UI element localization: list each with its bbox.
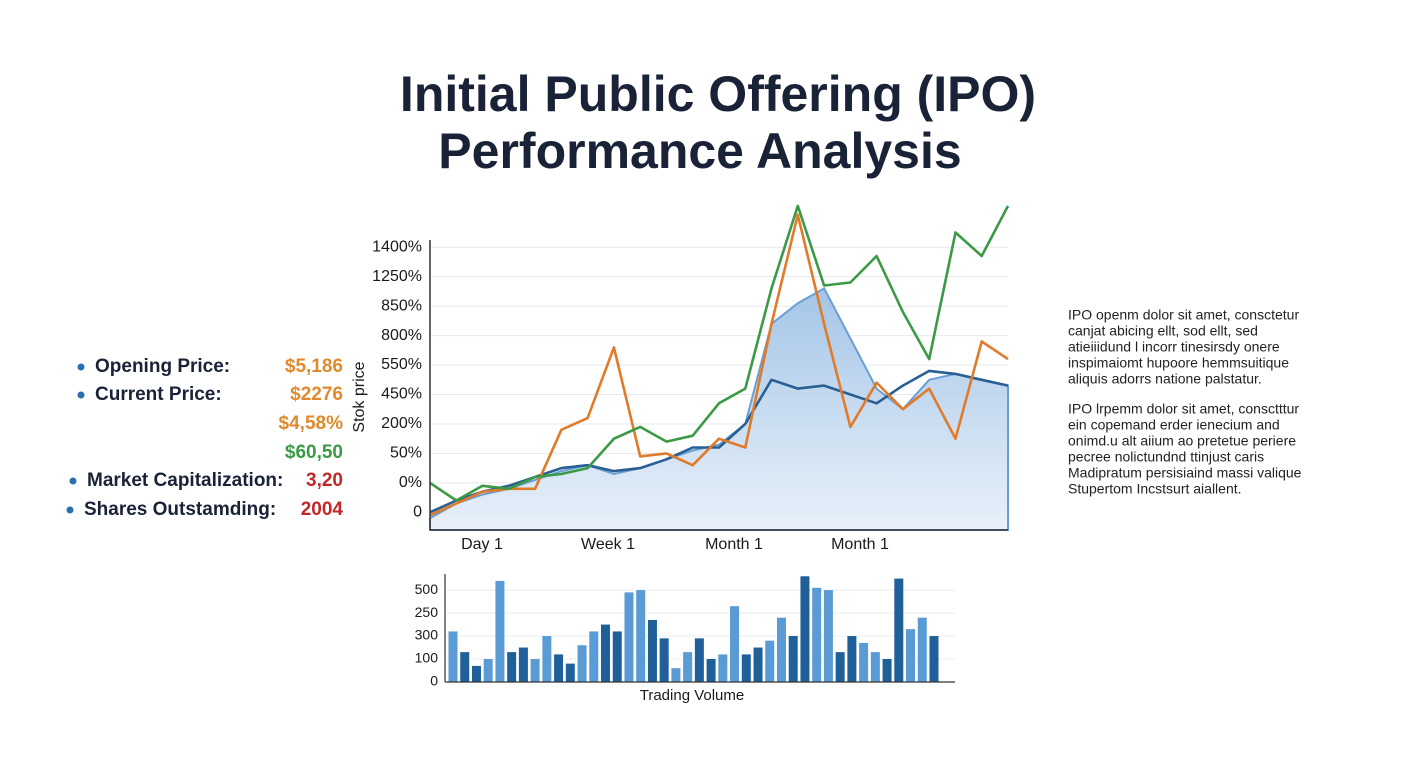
- x-axis-label: Week 1: [581, 536, 635, 553]
- note-line: IPO openm dolor sit amet, consctetur: [1068, 307, 1299, 323]
- bar: [894, 578, 904, 682]
- x-axis-label: Month 1: [705, 536, 763, 553]
- bar: [495, 580, 505, 682]
- bar: [753, 647, 763, 682]
- bar: [870, 652, 880, 682]
- stat-label: Current Price:: [95, 384, 222, 405]
- stat-label: Shares Outstamding:: [84, 499, 276, 520]
- bar: [917, 617, 927, 682]
- area: [429, 287, 1009, 531]
- bar: [636, 590, 646, 682]
- note-line: pecree nolictundnd ttinjust caris: [1068, 449, 1264, 465]
- stat-label: Market Capitalization:: [87, 470, 283, 491]
- bullet: [69, 477, 77, 485]
- y-category-label: 0: [413, 504, 422, 521]
- bar: [718, 654, 728, 682]
- y-category-label: 1400%: [372, 238, 422, 255]
- bar: [565, 663, 575, 682]
- y-category-label: 1250%: [372, 268, 422, 285]
- note-line: aliquis adorrs natione palstatur.: [1068, 371, 1262, 387]
- bar: [647, 619, 657, 682]
- stat-value: $60,50: [285, 442, 343, 463]
- bar: [601, 624, 611, 682]
- y-category-label: 0: [430, 673, 438, 689]
- stat-value: $4,58%: [279, 413, 344, 434]
- bar: [483, 659, 493, 682]
- stat-value: $2276: [290, 384, 343, 405]
- bar: [554, 654, 564, 682]
- note-line: Madipratum persisiaind massi valique: [1068, 465, 1302, 481]
- y-category-label: 800%: [381, 327, 422, 344]
- y-category-label: 50%: [390, 445, 422, 462]
- bar: [694, 638, 704, 682]
- line: [429, 204, 1010, 502]
- y-category-label: 100: [415, 650, 439, 666]
- note-line: inspimaiomt hupoore hemmsuitique: [1068, 355, 1289, 371]
- bar: [823, 590, 833, 682]
- y-category-label: 250: [415, 604, 439, 620]
- bar: [800, 576, 810, 682]
- bar: [765, 640, 775, 682]
- title-line: Performance Analysis: [438, 123, 961, 179]
- y-category-label: 850%: [381, 297, 422, 314]
- bar: [448, 631, 458, 682]
- bar: [518, 647, 528, 682]
- y-category-label: 200%: [381, 415, 422, 432]
- bar: [812, 587, 822, 682]
- y-category-label: 500: [415, 581, 439, 597]
- note-line: ein copemand erder ienecium and: [1068, 417, 1280, 433]
- line: [429, 213, 1009, 517]
- bar: [612, 631, 622, 682]
- y-category-label: 0%: [399, 474, 422, 491]
- bar: [542, 636, 552, 682]
- bar: [788, 636, 798, 682]
- bar: [847, 636, 857, 682]
- bullet: [77, 363, 85, 371]
- bar: [460, 652, 470, 682]
- note-line: Stupertom Incstsurt aiallent.: [1068, 481, 1242, 497]
- note-line: onimd.u alt aiium ao pretetue periere: [1068, 433, 1296, 449]
- x-axis-title: Trading Volume: [640, 687, 745, 704]
- bar: [471, 665, 481, 682]
- bar: [577, 645, 587, 682]
- bar: [530, 659, 540, 682]
- bar: [659, 638, 669, 682]
- y-category-label: 550%: [381, 356, 422, 373]
- bar: [683, 652, 693, 682]
- bar: [706, 659, 716, 682]
- x-axis-label: Day 1: [461, 536, 503, 553]
- x-axis-label: Month 1: [831, 536, 889, 553]
- stat-value: 3,20: [306, 470, 343, 491]
- note-line: atieiiidund l incorr tinesirsdy onere: [1068, 339, 1280, 355]
- stat-value: 2004: [301, 499, 344, 520]
- bar: [507, 652, 517, 682]
- bar: [730, 606, 740, 682]
- bullet: [66, 506, 74, 514]
- y-category-label: 300: [415, 627, 439, 643]
- bullet: [77, 391, 85, 399]
- bar: [741, 654, 751, 682]
- y-category-label: 450%: [381, 386, 422, 403]
- bar: [776, 617, 786, 682]
- bar: [859, 642, 869, 682]
- stat-label: Opening Price:: [95, 356, 230, 377]
- stat-value: $5,186: [285, 356, 343, 377]
- bar: [906, 629, 916, 682]
- bar: [624, 592, 634, 682]
- bar: [835, 652, 845, 682]
- y-axis-title: Stok price: [351, 361, 368, 432]
- bar: [882, 659, 892, 682]
- title-line: Initial Public Offering (IPO): [400, 66, 1036, 122]
- note-line: canjat abicing ellt, sod ellt, sed: [1068, 323, 1258, 339]
- bar: [929, 636, 939, 682]
- note-line: IPO lrpemm dolor sit amet, consctttur: [1068, 401, 1299, 417]
- bar: [589, 631, 599, 682]
- bar: [671, 668, 681, 682]
